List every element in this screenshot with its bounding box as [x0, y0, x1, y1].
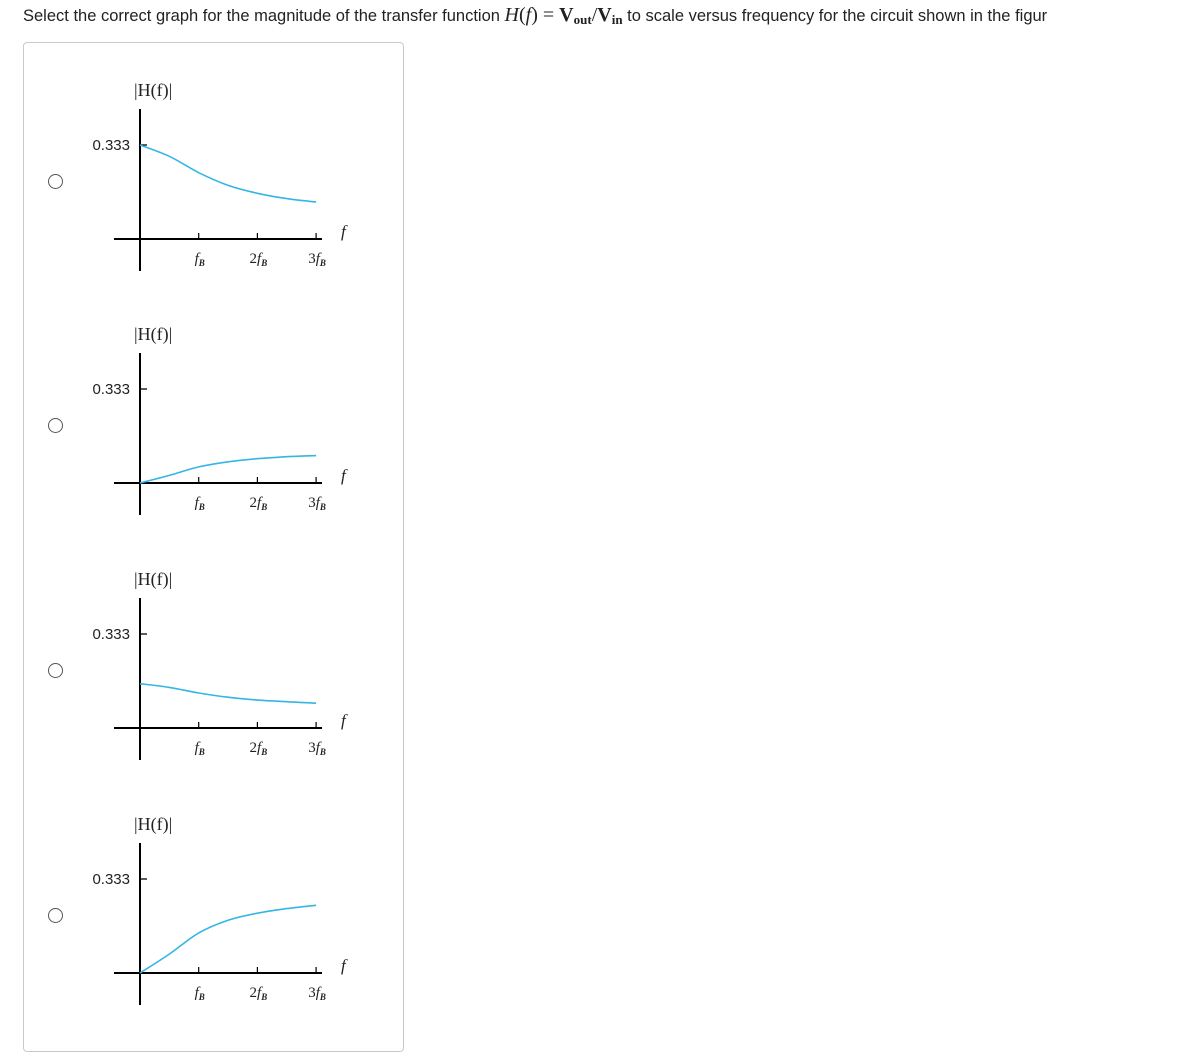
radio-button-3[interactable]	[48, 663, 63, 678]
answer-option-1[interactable]: |H(f)| 0.333 fB 2fB 3fB f	[24, 43, 405, 288]
option-1-chart: |H(f)| 0.333 fB 2fB 3fB f	[92, 80, 348, 271]
x-tick-label-1: fB	[195, 740, 205, 757]
radio-button-4[interactable]	[48, 908, 63, 923]
answer-options-panel: |H(f)| 0.333 fB 2fB 3fB f |H(f)| 0.333 fB 2fB 3fB…	[23, 42, 404, 1052]
x-tick-label-2: 2fB	[250, 985, 268, 1002]
x-axis-label: f	[341, 222, 348, 241]
y-marker-label: 0.333	[92, 137, 130, 154]
x-tick-label-3: 3fB	[308, 251, 326, 268]
y-marker-label: 0.333	[92, 626, 130, 643]
x-tick-label-3: 3fB	[308, 985, 326, 1002]
x-tick-label-1: fB	[195, 985, 205, 1002]
x-axis-label: f	[341, 466, 348, 485]
y-marker-label: 0.333	[92, 871, 130, 888]
option-4-chart: |H(f)| 0.333 fB 2fB 3fB f	[92, 814, 348, 1005]
question-prefix: Select the correct graph for the magnitu…	[23, 7, 505, 25]
magnitude-curve	[139, 682, 317, 704]
x-axis-label: f	[341, 711, 348, 730]
x-tick-label-2: 2fB	[250, 251, 268, 268]
x-tick-label-2: 2fB	[250, 740, 268, 757]
x-tick-label-2: 2fB	[250, 495, 268, 512]
x-tick-label-1: fB	[195, 251, 205, 268]
answer-option-3[interactable]: |H(f)| 0.333 fB 2fB 3fB f	[24, 532, 405, 777]
option-2-chart: |H(f)| 0.333 fB 2fB 3fB f	[92, 324, 348, 515]
x-axis-label: f	[341, 956, 348, 975]
y-axis-label: |H(f)|	[134, 324, 172, 345]
answer-option-2[interactable]: |H(f)| 0.333 fB 2fB 3fB f	[24, 287, 405, 532]
x-tick-label-3: 3fB	[308, 740, 326, 757]
transfer-function-formula: H(f) = Vout/Vin	[504, 4, 623, 27]
y-axis-label: |H(f)|	[134, 814, 172, 835]
radio-button-2[interactable]	[48, 418, 63, 433]
question-text: Select the correct graph for the magnitu…	[23, 4, 1186, 31]
x-tick-label-3: 3fB	[308, 495, 326, 512]
question-suffix: to scale versus frequency for the circui…	[622, 7, 1048, 25]
magnitude-curve	[139, 454, 317, 484]
magnitude-curve	[139, 144, 317, 203]
magnitude-curve	[139, 904, 317, 974]
y-axis-label: |H(f)|	[134, 569, 172, 590]
answer-option-4[interactable]: |H(f)| 0.333 fB 2fB 3fB f	[24, 777, 405, 1022]
radio-button-1[interactable]	[48, 174, 63, 189]
option-3-chart: |H(f)| 0.333 fB 2fB 3fB f	[92, 569, 348, 760]
y-marker-label: 0.333	[92, 381, 130, 398]
x-tick-label-1: fB	[195, 495, 205, 512]
y-axis-label: |H(f)|	[134, 80, 172, 101]
